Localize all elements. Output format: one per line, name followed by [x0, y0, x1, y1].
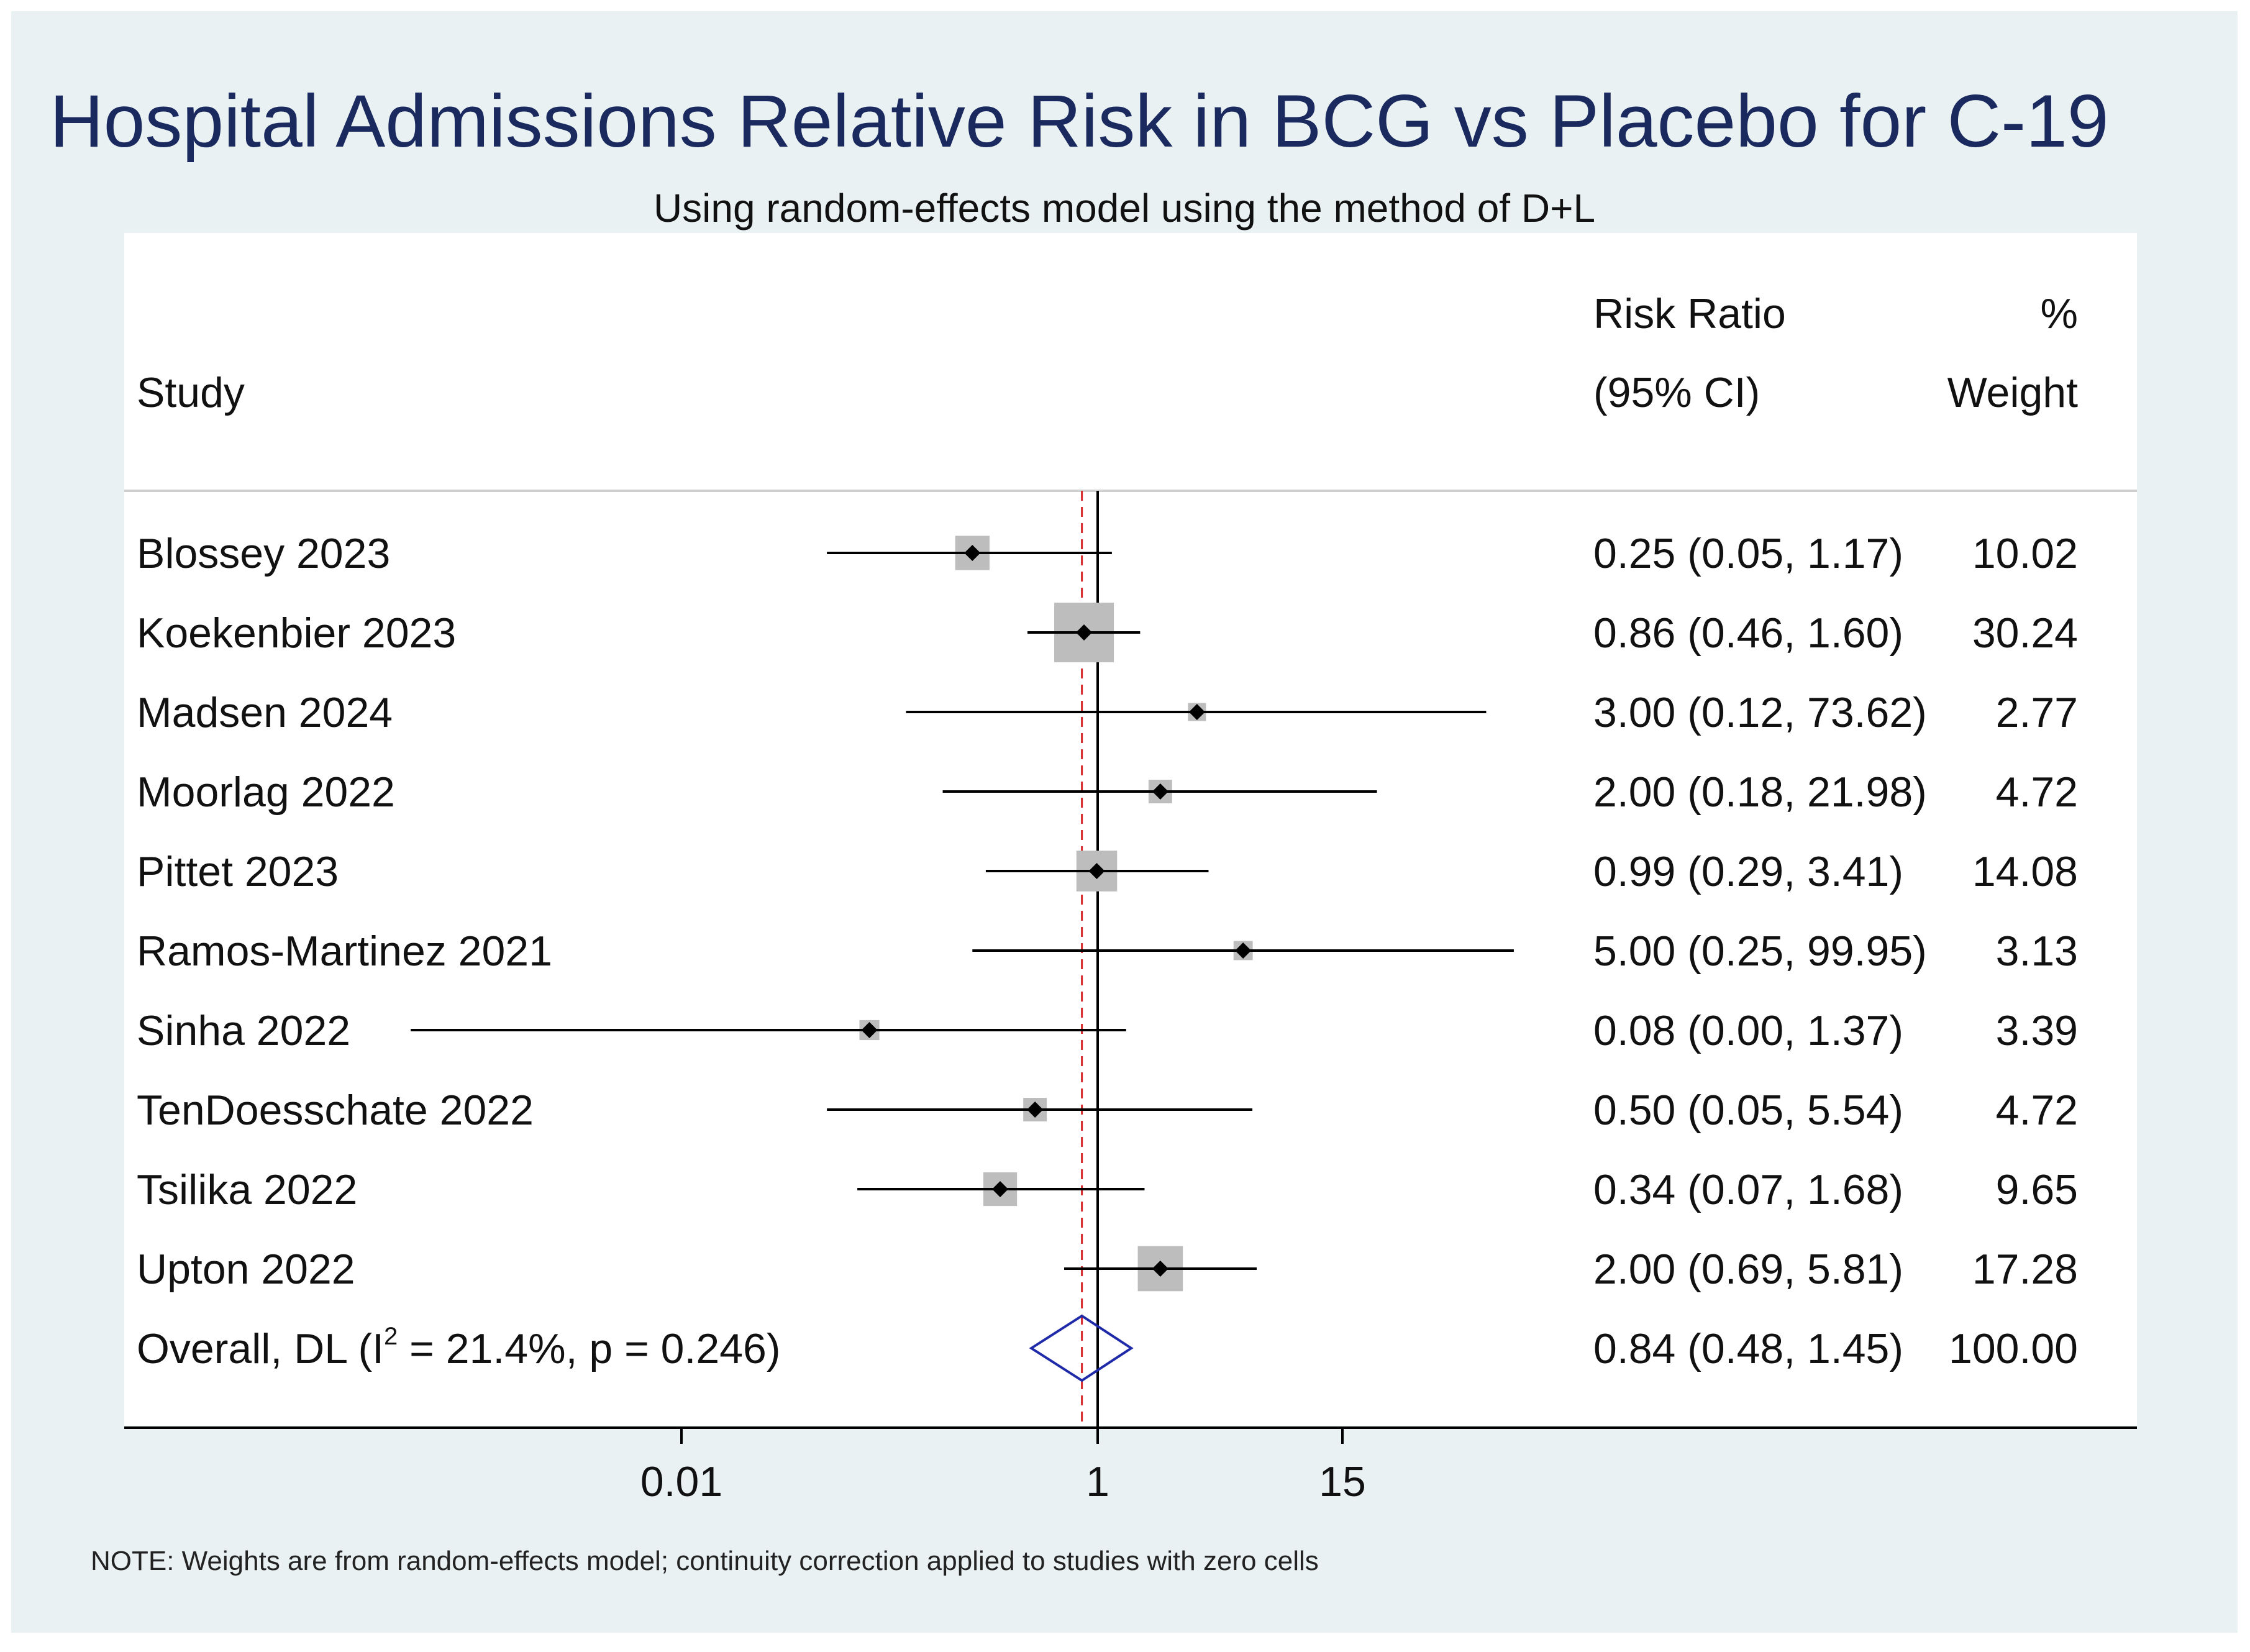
study-weight: 4.72	[1996, 769, 2078, 816]
study-label: Upton 2022	[137, 1246, 355, 1293]
study-label: Madsen 2024	[137, 689, 393, 736]
header-study: Study	[137, 369, 245, 416]
header-weight: Weight	[1947, 369, 2079, 416]
point-estimate	[1027, 1102, 1044, 1118]
overall-diamond	[1029, 1314, 1134, 1382]
study-ci: 0.34 (0.07, 1.68)	[1593, 1166, 1903, 1213]
point-estimate	[861, 1022, 878, 1038]
study-weight: 30.24	[1972, 609, 2078, 657]
study-weight: 10.02	[1972, 530, 2078, 577]
study-label: Koekenbier 2023	[137, 609, 456, 657]
study-label: Tsilika 2022	[137, 1166, 357, 1213]
chart-subtitle: Using random-effects model using the met…	[653, 186, 1596, 230]
study-weight: 17.28	[1972, 1246, 2078, 1293]
study-weight: 3.39	[1996, 1007, 2078, 1054]
study-ci: 5.00 (0.25, 99.95)	[1593, 928, 1927, 975]
overall-weight: 100.00	[1949, 1325, 2078, 1372]
point-estimate	[964, 545, 981, 561]
study-ci: 0.99 (0.29, 3.41)	[1593, 848, 1903, 895]
study-label: Sinha 2022	[137, 1007, 350, 1054]
point-estimate	[1152, 1261, 1168, 1277]
chart-note: NOTE: Weights are from random-effects mo…	[91, 1546, 1319, 1576]
point-estimate	[1088, 863, 1105, 879]
x-tick-label: 1	[1086, 1458, 1109, 1505]
chart-title: Hospital Admissions Relative Risk in BCG…	[50, 80, 2109, 163]
study-weight: 3.13	[1996, 928, 2078, 975]
study-labels: Blossey 2023 0.25 (0.05, 1.17) 10.02 Koeken…	[137, 530, 2078, 1372]
overall-label: Overall, DL (I2 = 21.4%, p = 0.246)	[137, 1323, 780, 1372]
header-risk-ratio: Risk Ratio	[1593, 290, 1786, 337]
study-weight: 4.72	[1996, 1087, 2078, 1134]
point-estimate	[1188, 704, 1205, 720]
study-label: Ramos-Martinez 2021	[137, 928, 552, 975]
x-axis: 0.01 1 15	[124, 1426, 2137, 1505]
study-weight: 9.65	[1996, 1166, 2078, 1213]
point-estimate	[1235, 942, 1252, 959]
study-label: TenDoesschate 2022	[137, 1087, 534, 1134]
study-weight: 14.08	[1972, 848, 2078, 895]
point-estimate	[992, 1181, 1009, 1197]
study-marks	[411, 491, 1514, 1428]
study-label: Blossey 2023	[137, 530, 390, 577]
point-estimate	[1076, 624, 1093, 641]
study-ci: 0.86 (0.46, 1.60)	[1593, 609, 1903, 657]
x-tick-label: 15	[1319, 1458, 1366, 1505]
x-tick-label: 0.01	[640, 1458, 722, 1505]
header-weight-symbol: %	[2041, 290, 2078, 337]
study-ci: 2.00 (0.69, 5.81)	[1593, 1246, 1903, 1293]
overall-ci: 0.84 (0.48, 1.45)	[1593, 1325, 1903, 1372]
study-ci: 0.50 (0.05, 5.54)	[1593, 1087, 1903, 1134]
study-ci: 3.00 (0.12, 73.62)	[1593, 689, 1927, 736]
point-estimate	[1152, 783, 1168, 800]
study-label: Pittet 2023	[137, 848, 339, 895]
study-weight: 2.77	[1996, 689, 2078, 736]
study-ci: 2.00 (0.18, 21.98)	[1593, 769, 1927, 816]
header-ci: (95% CI)	[1593, 369, 1760, 416]
study-ci: 0.25 (0.05, 1.17)	[1593, 530, 1903, 577]
study-ci: 0.08 (0.00, 1.37)	[1593, 1007, 1903, 1054]
study-label: Moorlag 2022	[137, 769, 395, 816]
plot-panel	[124, 233, 2137, 1426]
